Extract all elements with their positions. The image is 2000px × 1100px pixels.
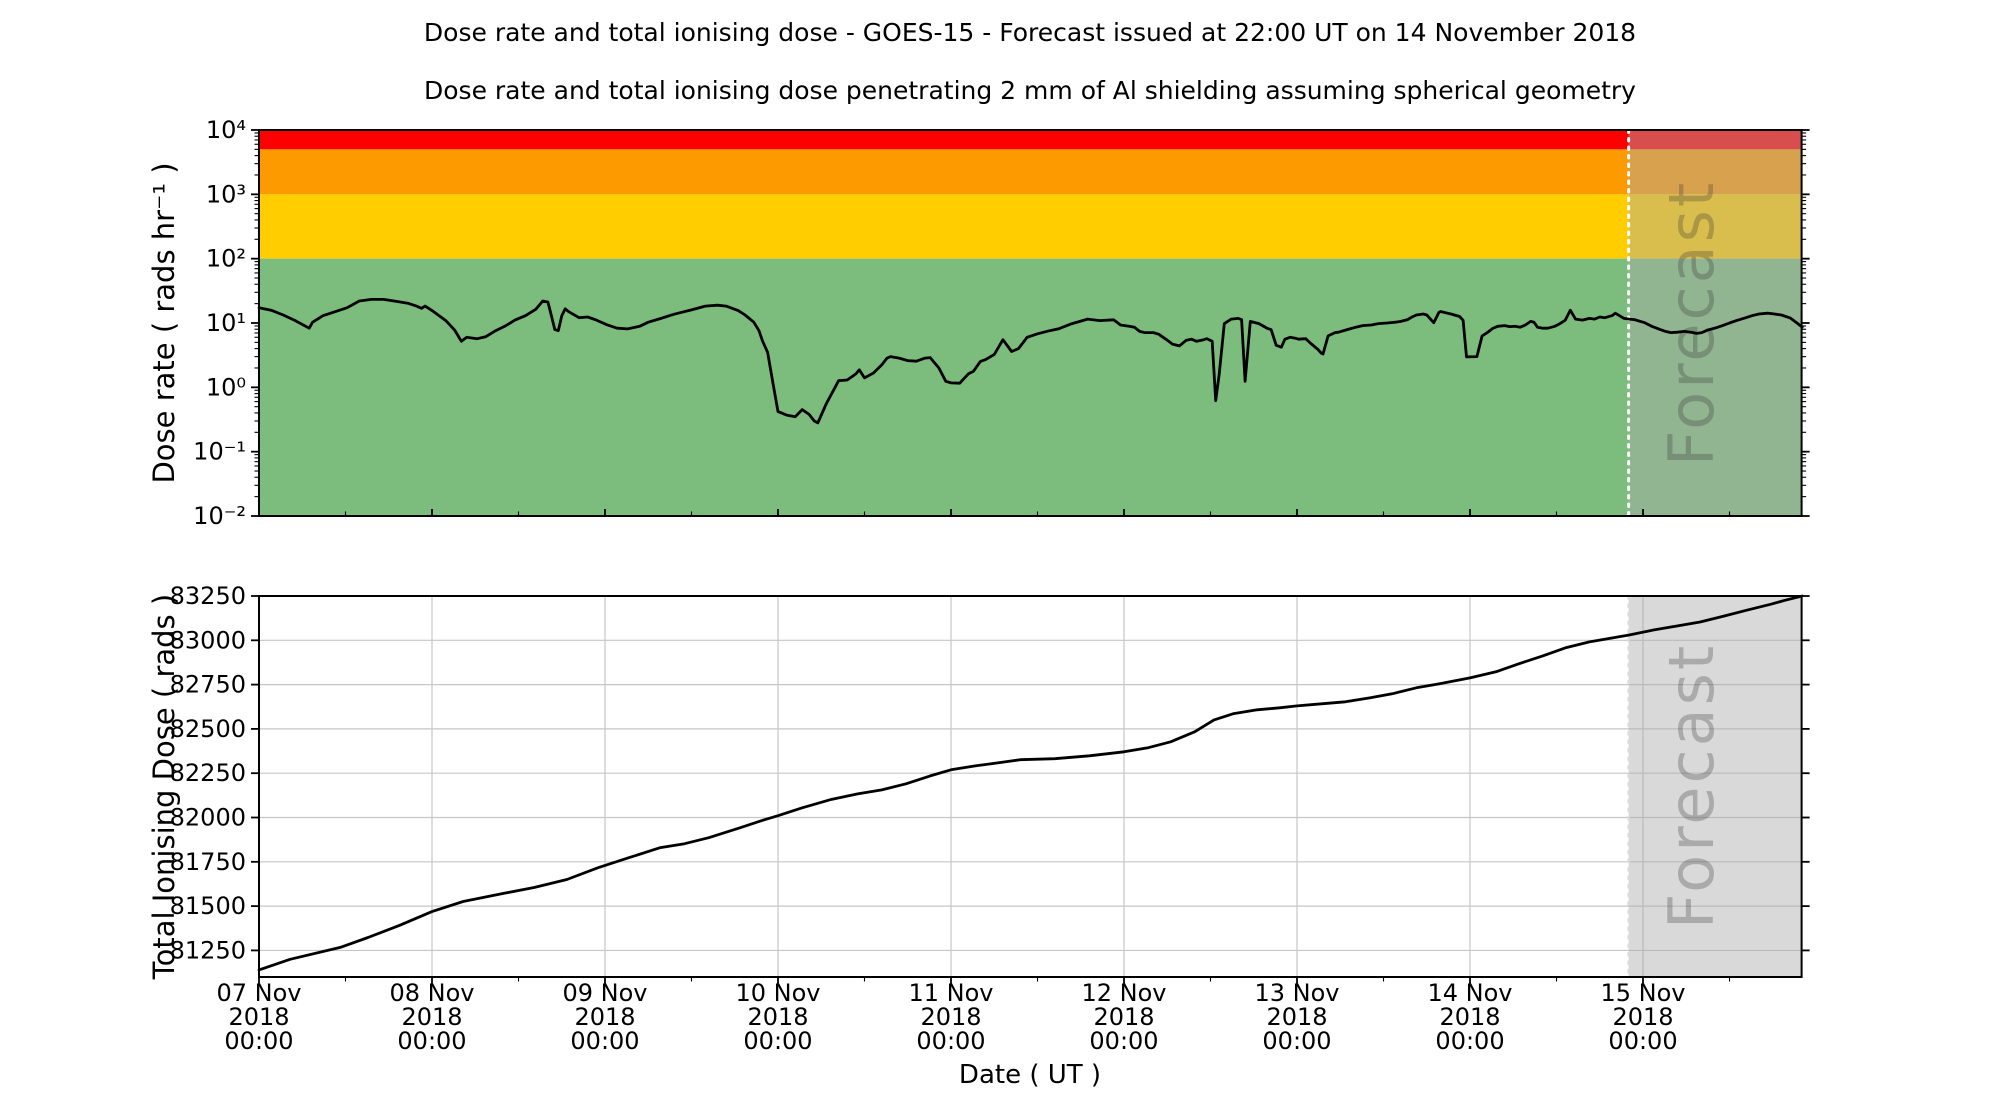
date-x-tick-label: 09 Nov [562, 979, 647, 1007]
forecast-overlay-top [1628, 130, 1802, 516]
date-x-tick-label: 11 Nov [908, 979, 993, 1007]
total-dose-line [257, 594, 1804, 972]
date-x-tick-label: 2018 [1266, 1003, 1327, 1031]
date-x-tick-label: 00:00 [916, 1027, 985, 1055]
date-x-tick-label: 00:00 [1435, 1027, 1504, 1055]
forecast-watermark-top: Forecast [1655, 180, 1728, 466]
threshold-band-green [259, 258, 1802, 516]
dose-rate-line [257, 298, 1804, 425]
dose-rate-y-tick-label: 10⁴ [206, 116, 246, 144]
date-x-tick-label: 15 Nov [1601, 979, 1686, 1007]
threshold-band-orange [259, 149, 1802, 195]
total-dose-y-tick-label: 81500 [170, 892, 246, 920]
date-x-tick-label: 13 Nov [1254, 979, 1339, 1007]
date-x-tick-label: 2018 [1612, 1003, 1673, 1031]
total-dose-panel: 81250 81500 81750 82000 82250 82500 82750 83000… [170, 582, 1810, 1055]
forecast-overlay-bottom [1628, 596, 1802, 977]
dose-rate-y-axis-label: Dose rate ( rads hr⁻¹ ) [147, 162, 181, 483]
date-x-tick-label: 12 Nov [1081, 979, 1166, 1007]
date-x-tick-label: 14 Nov [1428, 979, 1513, 1007]
total-dose-y-tick-label: 83000 [170, 626, 246, 654]
total-dose-y-tick-label: 82000 [170, 804, 246, 832]
dose-rate-y-tick-label: 10¹ [206, 309, 246, 337]
date-x-tick-label: 2018 [920, 1003, 981, 1031]
chart-subtitle: Dose rate and total ionising dose penetr… [424, 76, 1636, 105]
forecast-watermark-bottom: Forecast [1655, 643, 1728, 929]
date-x-tick-label: 00:00 [1089, 1027, 1158, 1055]
date-x-tick-label: 00:00 [1262, 1027, 1331, 1055]
dose-rate-y-tick-label: 10⁻¹ [193, 438, 246, 466]
date-x-tick-label: 00:00 [1608, 1027, 1677, 1055]
date-x-tick-label: 2018 [401, 1003, 462, 1031]
total-dose-panel-background [259, 595, 1802, 977]
dose-rate-y-tick-label: 10⁻² [193, 502, 246, 530]
total-dose-y-tick-label: 82250 [170, 759, 246, 787]
date-x-tick-label: 2018 [747, 1003, 808, 1031]
chart-title: Dose rate and total ionising dose - GOES… [424, 18, 1636, 47]
date-x-tick-label: 10 Nov [735, 979, 820, 1007]
date-x-tick-label: 2018 [228, 1003, 289, 1031]
total-dose-y-tick-label: 81250 [170, 936, 246, 964]
total-dose-y-tick-label: 82750 [170, 671, 246, 699]
date-x-tick-label: 00:00 [224, 1027, 293, 1055]
total-dose-y-tick-label: 81750 [170, 848, 246, 876]
date-x-tick-label: 07 Nov [216, 979, 301, 1007]
date-x-tick-label: 00:00 [397, 1027, 466, 1055]
date-x-tick-label: 08 Nov [389, 979, 474, 1007]
total-dose-panel-spines [258, 595, 1803, 978]
date-x-tick-label: 2018 [1093, 1003, 1154, 1031]
total-dose-y-axis-label: Total Ionising Dose ( rads ) [147, 594, 181, 980]
date-x-tick-label: 2018 [1439, 1003, 1500, 1031]
dose-rate-y-tick-label: 10² [206, 245, 246, 273]
date-x-tick-label: 00:00 [743, 1027, 812, 1055]
dose-rate-panel-background [259, 130, 1802, 516]
date-x-tick-label: 00:00 [570, 1027, 639, 1055]
total-dose-y-tick-label: 83250 [170, 582, 246, 610]
dose-rate-panel: 10⁴ 10³ 10² 10¹ 10⁰ 10⁻¹ 10⁻² [193, 116, 1810, 530]
threshold-band-red [259, 130, 1802, 150]
x-axis-label: Date ( UT ) [959, 1060, 1101, 1090]
dose-rate-y-tick-label: 10⁰ [206, 373, 246, 401]
date-x-tick-label: 2018 [574, 1003, 635, 1031]
dose-rate-y-tick-label: 10³ [206, 180, 246, 208]
total-dose-y-tick-label: 82500 [170, 715, 246, 743]
threshold-band-yellow [259, 194, 1802, 259]
